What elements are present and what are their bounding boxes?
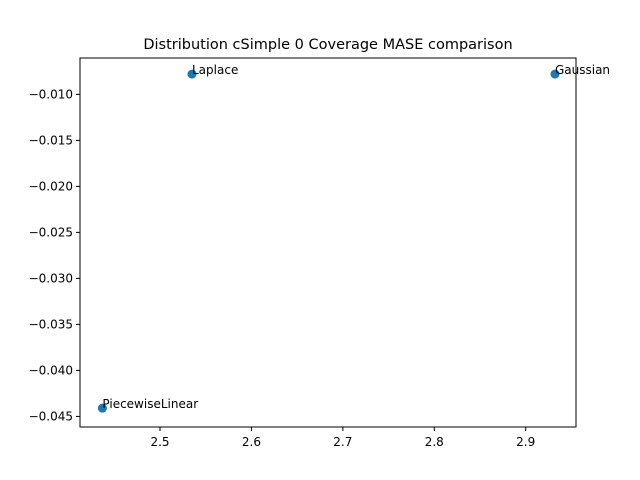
y-axis: −0.010 −0.015 −0.020 −0.025 −0.030 −0.035 −0.0…	[29, 87, 80, 423]
y-tick-label: −0.035	[29, 317, 73, 331]
y-tick-label: −0.040	[29, 363, 73, 377]
data-points	[97, 69, 560, 413]
point-labels: Laplace Gaussian PiecewiseLinear	[102, 63, 610, 411]
data-point-gaussian	[550, 69, 560, 79]
y-tick-label: −0.015	[29, 133, 73, 147]
y-tick-label: −0.030	[29, 271, 73, 285]
data-point-piecewiselinear	[97, 403, 107, 413]
x-tick-label: 2.5	[150, 435, 169, 449]
x-tick-label: 2.7	[333, 435, 352, 449]
x-axis: 2.5 2.6 2.7 2.8 2.9	[150, 427, 535, 449]
point-label-laplace: Laplace	[192, 63, 238, 77]
x-tick-label: 2.9	[516, 435, 535, 449]
point-label-piecewiselinear: PiecewiseLinear	[102, 397, 198, 411]
y-tick-label: −0.010	[29, 87, 73, 101]
y-tick-label: −0.025	[29, 225, 73, 239]
y-tick-label: −0.020	[29, 179, 73, 193]
plot-area-frame	[79, 57, 577, 428]
y-tick-label: −0.045	[29, 409, 73, 423]
point-label-gaussian: Gaussian	[555, 63, 610, 77]
x-tick-label: 2.8	[425, 435, 444, 449]
data-point-laplace	[187, 69, 197, 79]
x-tick-label: 2.6	[242, 435, 261, 449]
chart-title: Distribution cSimple 0 Coverage MASE com…	[143, 37, 512, 53]
